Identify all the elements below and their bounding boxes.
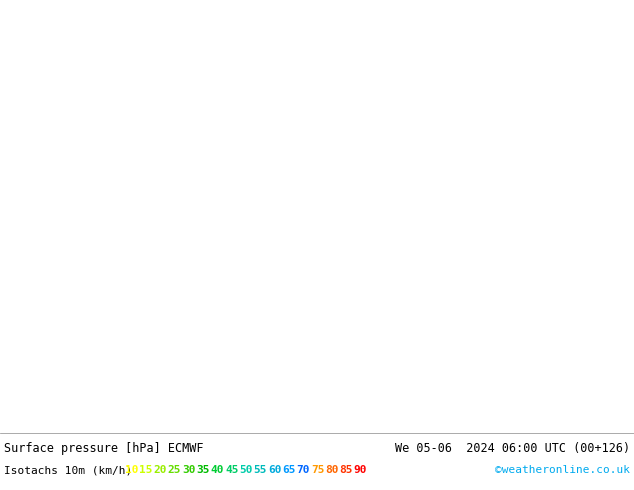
Text: Isotachs 10m (km/h): Isotachs 10m (km/h) — [4, 465, 133, 475]
Text: 30: 30 — [182, 465, 195, 475]
Text: 40: 40 — [210, 465, 224, 475]
Text: 85: 85 — [339, 465, 353, 475]
Text: 65: 65 — [282, 465, 295, 475]
Text: 35: 35 — [197, 465, 210, 475]
Text: We 05-06  2024 06:00 UTC (00+126): We 05-06 2024 06:00 UTC (00+126) — [395, 442, 630, 455]
Text: 75: 75 — [311, 465, 324, 475]
Text: 15: 15 — [139, 465, 153, 475]
Text: 10: 10 — [125, 465, 138, 475]
Text: 80: 80 — [325, 465, 339, 475]
Text: 45: 45 — [225, 465, 238, 475]
Text: Surface pressure [hPa] ECMWF: Surface pressure [hPa] ECMWF — [4, 442, 204, 455]
Text: 55: 55 — [254, 465, 267, 475]
Text: 90: 90 — [354, 465, 367, 475]
Text: 25: 25 — [168, 465, 181, 475]
Text: 20: 20 — [153, 465, 167, 475]
Text: 50: 50 — [239, 465, 253, 475]
Text: 60: 60 — [268, 465, 281, 475]
Text: 70: 70 — [297, 465, 310, 475]
Text: ©weatheronline.co.uk: ©weatheronline.co.uk — [495, 465, 630, 475]
